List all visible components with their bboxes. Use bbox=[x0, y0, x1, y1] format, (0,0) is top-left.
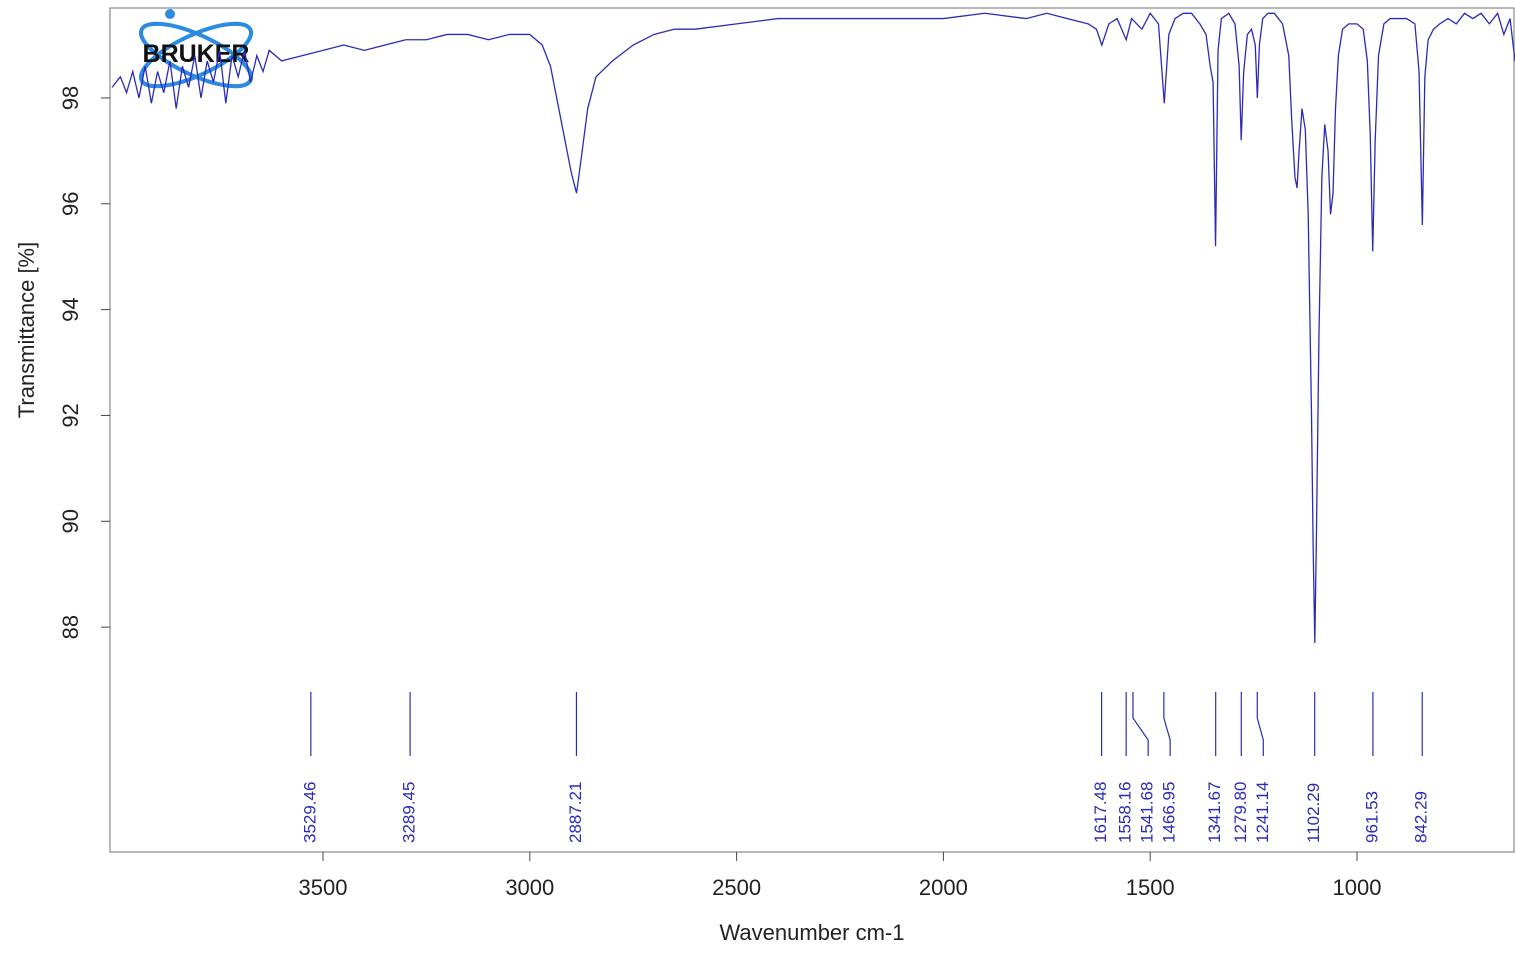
peak-label: 1617.48 bbox=[1091, 782, 1110, 843]
x-axis-label: Wavenumber cm-1 bbox=[719, 920, 904, 945]
x-tick-label: 2000 bbox=[919, 875, 968, 900]
peak-label: 842.29 bbox=[1412, 791, 1431, 843]
peak-label: 1102.29 bbox=[1304, 783, 1323, 843]
peak-label: 3289.45 bbox=[400, 782, 419, 843]
x-tick-label: 2500 bbox=[712, 875, 761, 900]
logo-dot bbox=[165, 9, 175, 19]
peak-marker bbox=[1256, 692, 1264, 756]
x-tick-label: 3000 bbox=[505, 875, 554, 900]
peak-label: 1241.14 bbox=[1253, 782, 1272, 843]
y-axis-label: Transmittance [%] bbox=[14, 242, 39, 418]
peak-label: 1541.68 bbox=[1138, 782, 1157, 843]
peak-label: 1279.80 bbox=[1231, 782, 1250, 843]
spectrum-line bbox=[111, 11, 1515, 643]
x-tick-label: 3500 bbox=[299, 875, 348, 900]
peak-marker bbox=[1132, 692, 1149, 756]
peak-label: 1341.67 bbox=[1205, 782, 1224, 843]
logo-orbit bbox=[138, 21, 254, 89]
peak-label: 961.53 bbox=[1362, 791, 1381, 843]
y-tick-label: 94 bbox=[58, 297, 83, 321]
peak-label: 2887.21 bbox=[566, 782, 585, 843]
x-tick-label: 1500 bbox=[1126, 875, 1175, 900]
logo: BRUKER bbox=[138, 9, 254, 89]
peak-marker bbox=[1163, 692, 1171, 756]
y-tick-label: 98 bbox=[58, 86, 83, 110]
peak-label: 1558.16 bbox=[1116, 782, 1135, 843]
peak-label: 1466.95 bbox=[1160, 782, 1179, 843]
x-tick-label: 1000 bbox=[1333, 875, 1382, 900]
plot-frame bbox=[109, 7, 1515, 853]
peak-label: 3529.46 bbox=[300, 782, 319, 843]
y-tick-label: 90 bbox=[58, 509, 83, 533]
y-tick-label: 92 bbox=[58, 403, 83, 427]
y-tick-label: 96 bbox=[58, 192, 83, 216]
y-tick-label: 88 bbox=[58, 615, 83, 639]
